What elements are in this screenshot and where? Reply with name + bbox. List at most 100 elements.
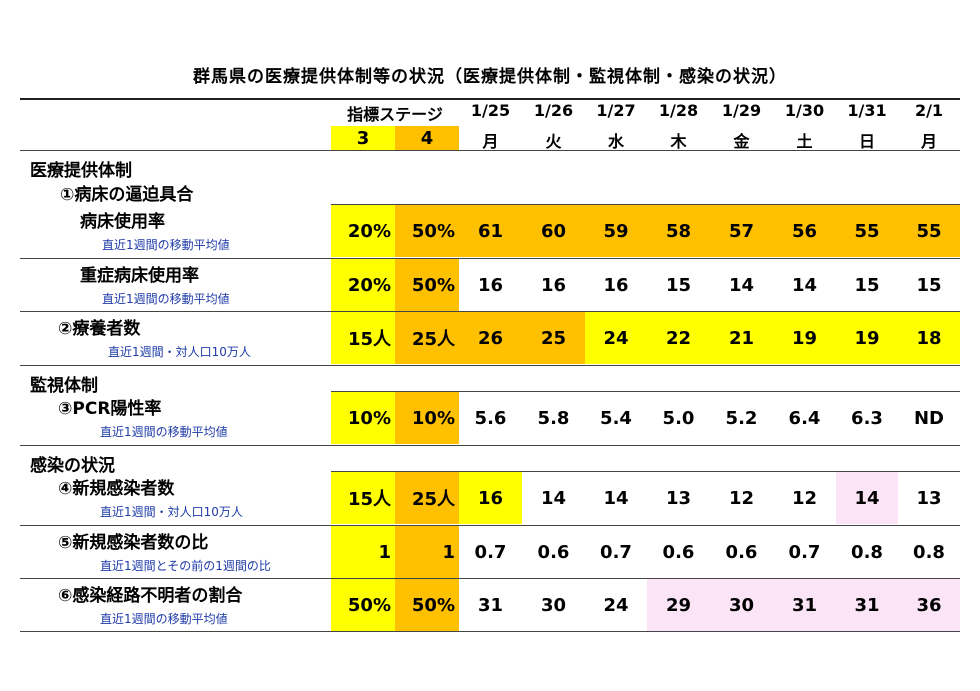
- date-header: 2/1: [914, 101, 944, 120]
- value-cell: 16: [585, 259, 647, 311]
- stage4-threshold: 25人: [395, 472, 459, 524]
- weekday-header: 水: [607, 132, 624, 151]
- value-cell: 6.4: [773, 392, 836, 444]
- section-infection: 感染の状況: [30, 456, 115, 476]
- divider: [20, 311, 960, 312]
- row-label-severe-bed-usage: 重症病床使用率: [80, 266, 199, 286]
- divider: [20, 258, 960, 259]
- stage3-header: 3: [331, 126, 395, 150]
- value-cell: 31: [836, 579, 898, 631]
- value-cell: 0.7: [585, 526, 647, 578]
- value-cell: 19: [836, 312, 898, 364]
- value-cell: 5.4: [585, 392, 647, 444]
- value-cell: 14: [836, 472, 898, 524]
- date-header: 1/26: [533, 101, 574, 120]
- weekday-header: 土: [796, 132, 813, 151]
- row-sub-new-cases: 直近1週間・対人口10万人: [100, 505, 243, 519]
- value-cell: 24: [585, 312, 647, 364]
- date-header: 1/27: [596, 101, 636, 120]
- value-cell: 5.0: [647, 392, 710, 444]
- stage3-threshold: 1: [331, 526, 395, 578]
- row-sub-bed-usage: 直近1週間の移動平均値: [102, 238, 230, 252]
- value-cell: 15: [647, 259, 710, 311]
- stage3-threshold: 15人: [331, 312, 395, 364]
- value-cell: 25: [522, 312, 585, 364]
- value-cell: 0.6: [522, 526, 585, 578]
- stage4-threshold: 50%: [395, 579, 459, 631]
- value-cell: 5.2: [710, 392, 773, 444]
- value-cell: 14: [522, 472, 585, 524]
- row-label-unknown-route: ⑥感染経路不明者の割合: [58, 586, 243, 606]
- value-cell: 55: [836, 205, 898, 257]
- row-label-pcr-positivity: ③PCR陽性率: [58, 399, 162, 419]
- stage4-threshold: 25人: [395, 312, 459, 364]
- value-cell: 14: [585, 472, 647, 524]
- stage4-threshold: 10%: [395, 392, 459, 444]
- value-cell: 59: [585, 205, 647, 257]
- weekday-header: 木: [670, 132, 687, 151]
- value-cell: 36: [898, 579, 960, 631]
- value-cell: 12: [710, 472, 773, 524]
- date-header: 1/28: [658, 101, 699, 120]
- row-label-bed-usage: 病床使用率: [80, 212, 165, 232]
- weekday-header: 火: [545, 132, 562, 151]
- value-cell: 5.8: [522, 392, 585, 444]
- value-cell: 13: [647, 472, 710, 524]
- value-cell: 29: [647, 579, 710, 631]
- divider: [20, 525, 960, 526]
- value-cell: 15: [836, 259, 898, 311]
- value-cell: 57: [710, 205, 773, 257]
- value-cell: 15: [898, 259, 960, 311]
- value-cell: 16: [459, 472, 522, 524]
- row-sub-unknown-route: 直近1週間の移動平均値: [100, 612, 228, 626]
- divider: [20, 445, 960, 446]
- value-cell: 16: [459, 259, 522, 311]
- value-cell: 0.7: [773, 526, 836, 578]
- weekday-header: 月: [482, 132, 499, 151]
- section-monitoring: 監視体制: [30, 376, 98, 396]
- value-cell: ND: [898, 392, 960, 444]
- page-title: 群馬県の医療提供体制等の状況（医療提供体制・監視体制・感染の状況）: [193, 67, 787, 87]
- value-cell: 30: [522, 579, 585, 631]
- value-cell: 31: [459, 579, 522, 631]
- stage4-threshold: 50%: [395, 205, 459, 257]
- value-cell: 31: [773, 579, 836, 631]
- divider: [20, 98, 960, 100]
- value-cell: 56: [773, 205, 836, 257]
- weekday-header: 月: [920, 132, 937, 151]
- divider: [331, 204, 960, 205]
- value-cell: 0.8: [898, 526, 960, 578]
- divider: [20, 578, 960, 579]
- subsection-bed-pressure: ①病床の逼迫具合: [60, 185, 194, 205]
- value-cell: 26: [459, 312, 522, 364]
- value-cell: 55: [898, 205, 960, 257]
- weekday-header: 金: [733, 132, 750, 151]
- value-cell: 61: [459, 205, 522, 257]
- value-cell: 22: [647, 312, 710, 364]
- stage4-header: 4: [395, 126, 459, 150]
- date-header: 1/31: [847, 101, 887, 120]
- value-cell: 24: [585, 579, 647, 631]
- row-label-new-case-ratio: ⑤新規感染者数の比: [58, 533, 209, 553]
- row-sub-pcr-positivity: 直近1週間の移動平均値: [100, 425, 228, 439]
- value-cell: 5.6: [459, 392, 522, 444]
- stage3-threshold: 50%: [331, 579, 395, 631]
- weekday-header: 日: [858, 132, 875, 151]
- value-cell: 0.8: [836, 526, 898, 578]
- row-sub-recuperating: 直近1週間・対人口10万人: [108, 345, 251, 359]
- value-cell: 6.3: [836, 392, 898, 444]
- value-cell: 13: [898, 472, 960, 524]
- date-header: 1/30: [784, 101, 825, 120]
- row-label-recuperating: ②療養者数: [58, 319, 141, 339]
- value-cell: 16: [522, 259, 585, 311]
- stage4-threshold: 1: [395, 526, 459, 578]
- divider: [20, 150, 960, 151]
- value-cell: 30: [710, 579, 773, 631]
- divider: [20, 631, 960, 632]
- value-cell: 0.6: [647, 526, 710, 578]
- value-cell: 14: [710, 259, 773, 311]
- divider: [331, 391, 960, 392]
- stage4-threshold: 50%: [395, 259, 459, 311]
- row-label-new-cases: ④新規感染者数: [58, 479, 175, 499]
- date-header: 1/25: [470, 101, 511, 120]
